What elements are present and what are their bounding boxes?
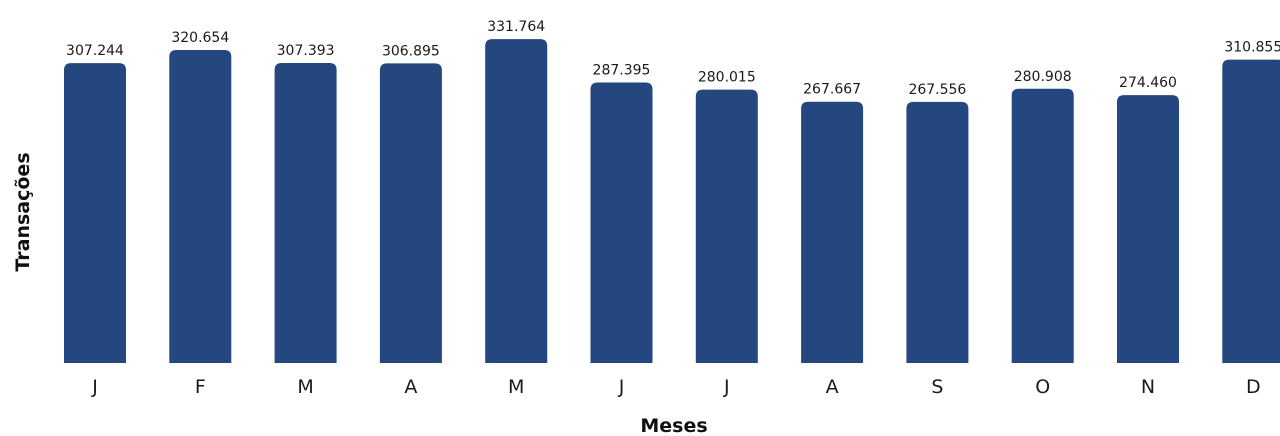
bar-10 bbox=[1011, 88, 1074, 364]
x-tick-label-9: S bbox=[931, 376, 943, 398]
value-label-10: 280.908 bbox=[1014, 69, 1072, 85]
bar-6 bbox=[590, 82, 653, 363]
x-tick-label-7: J bbox=[723, 376, 730, 398]
value-label-8: 267.667 bbox=[803, 82, 861, 98]
value-label-12: 310.855 bbox=[1224, 40, 1280, 56]
x-tick-label-12: D bbox=[1246, 376, 1261, 398]
value-label-9: 267.556 bbox=[908, 82, 966, 98]
bar-12 bbox=[1222, 59, 1280, 363]
value-label-2: 320.654 bbox=[171, 30, 229, 46]
x-tick-label-10: O bbox=[1035, 376, 1050, 398]
value-label-3: 307.393 bbox=[277, 43, 335, 59]
bar-9 bbox=[906, 101, 969, 363]
x-tick-label-3: M bbox=[297, 376, 313, 398]
value-label-4: 306.895 bbox=[382, 43, 440, 59]
bar-2 bbox=[169, 50, 232, 363]
x-tick-label-2: F bbox=[195, 376, 206, 398]
value-label-7: 280.015 bbox=[698, 70, 756, 86]
bar-5 bbox=[485, 39, 548, 363]
bars-group bbox=[64, 39, 1280, 364]
x-tick-label-4: A bbox=[404, 376, 417, 398]
x-tick-label-8: A bbox=[826, 376, 839, 398]
x-axis-title: Meses bbox=[640, 415, 707, 436]
x-tick-label-5: M bbox=[508, 376, 524, 398]
value-label-5: 331.764 bbox=[487, 19, 545, 35]
value-labels-group: 307.244 320.654 307.393 306.895 331.764 287.3… bbox=[66, 19, 1280, 98]
x-tick-label-11: N bbox=[1141, 376, 1155, 398]
bar-4 bbox=[379, 63, 442, 363]
x-tick-label-6: J bbox=[618, 376, 625, 398]
bar-1 bbox=[64, 63, 126, 363]
value-label-1: 307.244 bbox=[66, 43, 124, 59]
bar-3 bbox=[274, 62, 337, 364]
y-axis-title: Transações bbox=[12, 152, 34, 271]
x-tick-label-1: J bbox=[91, 376, 98, 398]
value-label-6: 287.395 bbox=[593, 62, 651, 78]
bar-8 bbox=[801, 101, 864, 364]
bar-7 bbox=[695, 89, 758, 363]
value-label-11: 274.460 bbox=[1119, 75, 1177, 91]
bar-11 bbox=[1117, 95, 1179, 363]
